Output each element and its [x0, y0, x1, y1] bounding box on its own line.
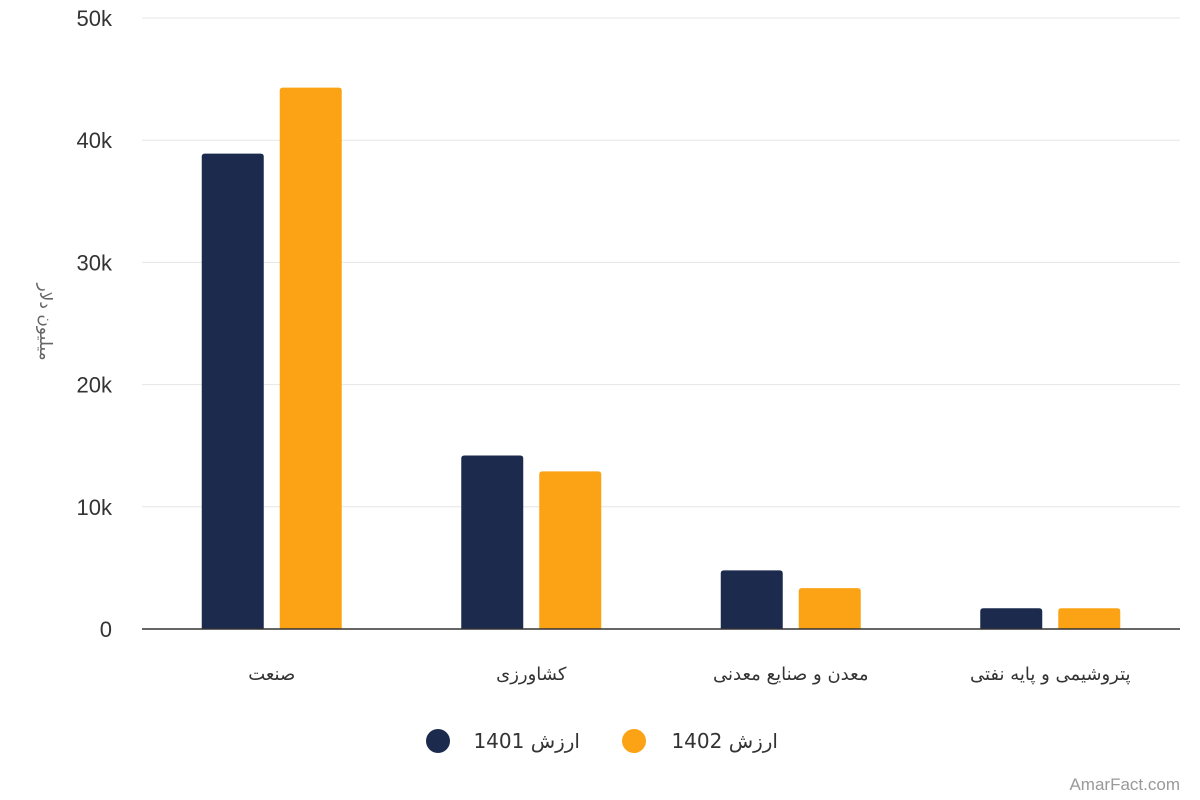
legend-label: ارزش 1401: [473, 729, 580, 753]
bar-2-1[interactable]: [279, 87, 342, 630]
y-axis-title: میلیون دلار: [35, 282, 55, 360]
x-category-label: معدن و صنایع معدنی: [713, 664, 868, 685]
bar-1-2[interactable]: [461, 455, 524, 629]
y-tick-label: 0: [100, 617, 112, 642]
legend-marker: [622, 729, 646, 753]
legend-item-1[interactable]: ارزش 1401: [426, 729, 580, 753]
x-axis-category-labels: صنعت کشاورزی معدن و صنایع معدنی پتروشیمی و …: [248, 664, 1130, 685]
bar-2-4[interactable]: [1058, 608, 1121, 629]
x-category-label: پتروشیمی و پایه نفتی: [970, 664, 1131, 685]
y-tick-label: 20k: [77, 373, 113, 398]
bars: [201, 87, 1121, 630]
x-category-label: کشاورزی: [496, 664, 567, 685]
y-tick-label: 50k: [77, 6, 113, 31]
bar-1-1[interactable]: [201, 153, 264, 629]
legend-item-2[interactable]: ارزش 1402: [622, 729, 778, 753]
y-tick-label: 30k: [77, 250, 113, 275]
legend-label: ارزش 1402: [671, 729, 778, 753]
y-axis-tick-labels: 0 10k 20k 30k 40k 50k: [77, 6, 113, 642]
legend-marker: [426, 729, 450, 753]
bar-1-3[interactable]: [720, 570, 783, 629]
x-category-label: صنعت: [248, 664, 295, 685]
bar-1-4[interactable]: [980, 608, 1043, 629]
legend[interactable]: ارزش 1401 ارزش 1402: [426, 729, 778, 753]
bar-2-3[interactable]: [798, 588, 861, 629]
y-tick-label: 10k: [77, 495, 113, 520]
credit-label[interactable]: AmarFact.com: [1069, 775, 1180, 794]
y-tick-label: 40k: [77, 128, 113, 153]
bar-2-2[interactable]: [539, 471, 602, 629]
